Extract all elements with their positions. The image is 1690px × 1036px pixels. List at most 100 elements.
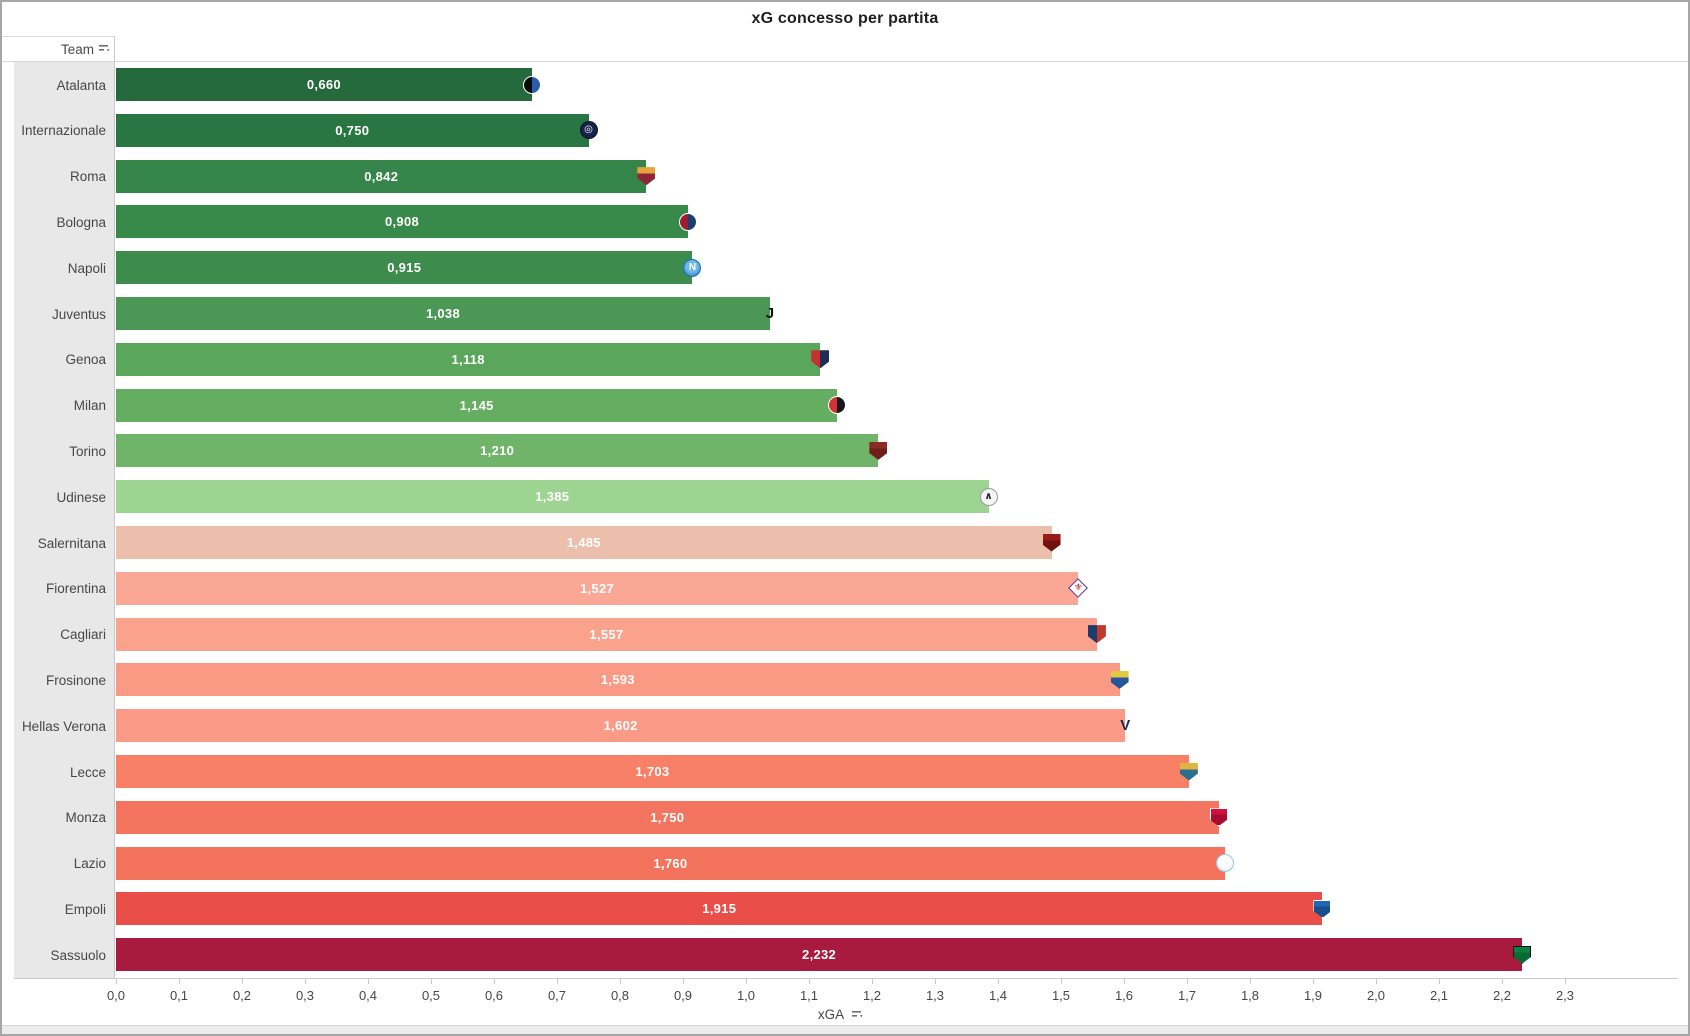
team-label[interactable]: Atalanta bbox=[56, 77, 106, 93]
xga-bar[interactable]: 1,593 bbox=[116, 663, 1129, 697]
xga-bar[interactable]: 1,485 bbox=[116, 526, 1061, 559]
lecce-crest-icon bbox=[1179, 762, 1198, 781]
table-row: Sassuolo 2,232 bbox=[2, 932, 1688, 978]
xga-bar[interactable]: 0,750 ◎ bbox=[116, 113, 598, 147]
hellas-verona-crest-icon: V bbox=[1120, 717, 1131, 735]
x-tick-label: 2,3 bbox=[1535, 979, 1595, 1003]
team-label[interactable]: Milan bbox=[73, 398, 106, 414]
xga-bar[interactable]: 1,210 bbox=[116, 434, 888, 468]
bar-value-label: 2,232 bbox=[802, 947, 837, 963]
sort-descending-icon[interactable] bbox=[98, 41, 110, 59]
bar-value-label: 1,485 bbox=[566, 535, 601, 550]
team-label[interactable]: Frosinone bbox=[45, 672, 106, 688]
team-label[interactable]: Lazio bbox=[73, 856, 106, 872]
team-label[interactable]: Bologna bbox=[56, 214, 106, 230]
x-tick-label: 1,1 bbox=[779, 979, 839, 1003]
table-row: Napoli 0,915 N bbox=[2, 245, 1688, 291]
xga-bar[interactable]: 1,385 ∧ bbox=[116, 480, 998, 514]
y-axis-line bbox=[114, 36, 115, 978]
table-row: Roma 0,842 bbox=[2, 154, 1688, 200]
bar-value-label: 1,602 bbox=[603, 718, 638, 734]
team-label[interactable]: Lecce bbox=[69, 764, 106, 780]
team-label[interactable]: Sassuolo bbox=[50, 947, 106, 963]
xga-bar[interactable]: 0,908 bbox=[116, 205, 698, 239]
team-label[interactable]: Genoa bbox=[65, 352, 106, 368]
bar-value-label: 1,118 bbox=[451, 351, 485, 367]
genoa-crest-icon bbox=[811, 350, 830, 369]
xga-bar[interactable]: 1,750 bbox=[116, 800, 1228, 834]
table-row: Lazio 1,760 bbox=[2, 841, 1688, 887]
table-row: Atalanta 0,660 bbox=[2, 62, 1688, 108]
xga-bar[interactable]: 0,660 bbox=[116, 68, 541, 101]
salernitana-crest-icon bbox=[1042, 533, 1061, 552]
x-tick-label: 0,8 bbox=[590, 979, 650, 1003]
y-axis-header-label: Team bbox=[60, 42, 94, 57]
x-tick-label: 1,4 bbox=[968, 979, 1028, 1003]
team-label[interactable]: Napoli bbox=[67, 260, 106, 276]
bar-value-label: 1,703 bbox=[635, 764, 670, 779]
row-label-column-background bbox=[14, 62, 114, 978]
x-tick-label: 0,6 bbox=[464, 979, 524, 1003]
xga-bar[interactable]: 1,557 bbox=[116, 617, 1106, 651]
xga-bar[interactable]: 1,703 bbox=[116, 755, 1198, 788]
xga-bar[interactable]: 1,915 bbox=[116, 892, 1332, 926]
xga-bar[interactable]: 1,527 ⚜ bbox=[116, 571, 1088, 605]
table-row: Udinese 1,385 ∧ bbox=[2, 474, 1688, 520]
x-tick-label: 1,7 bbox=[1157, 979, 1217, 1003]
team-label[interactable]: Roma bbox=[69, 169, 106, 185]
x-tick-label: 2,2 bbox=[1472, 979, 1532, 1003]
xga-bar[interactable]: 1,602 V bbox=[116, 709, 1130, 743]
xga-bar[interactable]: 0,842 bbox=[116, 159, 656, 193]
team-label[interactable]: Torino bbox=[69, 443, 106, 459]
table-row: Juventus 1,038 J bbox=[2, 291, 1688, 337]
table-row: Hellas Verona 1,602 V bbox=[2, 703, 1688, 749]
xga-bar[interactable]: 1,038 J bbox=[116, 297, 774, 330]
xga-bar[interactable]: 2,232 bbox=[116, 938, 1532, 972]
table-row: Milan 1,145 bbox=[2, 383, 1688, 429]
title-band: xG concesso per partita bbox=[2, 2, 1688, 36]
x-tick-label: 1,0 bbox=[716, 979, 776, 1003]
bar-value-label: 1,385 bbox=[535, 489, 570, 505]
bar-value-label: 1,915 bbox=[702, 901, 737, 917]
team-label[interactable]: Monza bbox=[65, 810, 106, 826]
team-label[interactable]: Udinese bbox=[56, 489, 106, 505]
sort-descending-icon[interactable] bbox=[851, 1008, 863, 1023]
table-row: Salernitana 1,485 bbox=[2, 520, 1688, 566]
bar-value-label: 1,750 bbox=[650, 809, 685, 825]
fiorentina-crest-icon: ⚜ bbox=[1068, 578, 1088, 599]
xga-bar[interactable]: 1,760 bbox=[116, 846, 1234, 880]
xga-bar[interactable]: 1,145 bbox=[116, 388, 847, 422]
x-tick-label: 1,9 bbox=[1283, 979, 1343, 1003]
header-separator bbox=[2, 61, 1688, 62]
xga-bar[interactable]: 0,915 N bbox=[116, 251, 702, 285]
sassuolo-crest-icon bbox=[1513, 945, 1532, 964]
table-row: Genoa 1,118 bbox=[2, 337, 1688, 383]
table-row: Monza 1,750 bbox=[2, 795, 1688, 841]
bar-value-label: 1,557 bbox=[589, 626, 624, 642]
xga-bar[interactable]: 1,118 bbox=[116, 342, 830, 376]
team-label[interactable]: Hellas Verona bbox=[21, 718, 106, 734]
team-label[interactable]: Juventus bbox=[51, 306, 106, 322]
team-label[interactable]: Internazionale bbox=[21, 123, 106, 139]
bar-rows: Atalanta 0,660 Internazionale 0,750 ◎ Ro… bbox=[2, 62, 1688, 978]
bar-value-label: 1,593 bbox=[600, 672, 635, 688]
table-row: Lecce 1,703 bbox=[2, 749, 1688, 795]
team-label[interactable]: Salernitana bbox=[37, 535, 106, 551]
cagliari-crest-icon bbox=[1087, 625, 1106, 644]
bottom-scrollbar-strip[interactable] bbox=[2, 1025, 1688, 1034]
team-label[interactable]: Fiorentina bbox=[45, 581, 106, 597]
x-tick-label: 0,4 bbox=[338, 979, 398, 1003]
team-label[interactable]: Cagliari bbox=[60, 627, 106, 643]
bar-value-label: 1,145 bbox=[459, 397, 494, 413]
x-tick-label: 0,9 bbox=[653, 979, 713, 1003]
table-row: Torino 1,210 bbox=[2, 428, 1688, 474]
x-axis-label-text: xGA bbox=[817, 1007, 844, 1022]
table-row: Frosinone 1,593 bbox=[2, 657, 1688, 703]
table-row: Internazionale 0,750 ◎ bbox=[2, 108, 1688, 154]
team-label[interactable]: Empoli bbox=[64, 901, 106, 917]
empoli-crest-icon bbox=[1313, 899, 1332, 918]
table-row: Empoli 1,915 bbox=[2, 886, 1688, 932]
x-tick-label: 0,5 bbox=[401, 979, 461, 1003]
torino-crest-icon bbox=[869, 441, 888, 460]
